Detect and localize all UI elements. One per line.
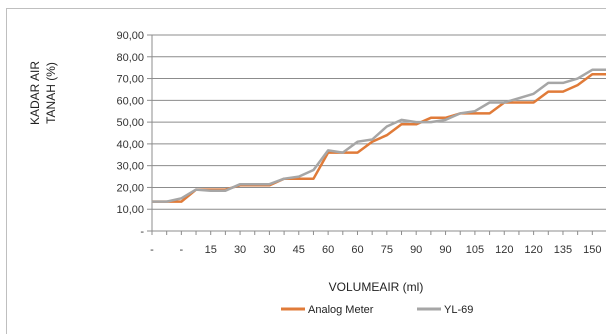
- x-tick-label: 60: [322, 244, 334, 256]
- x-tick-label: 150: [583, 244, 601, 256]
- series-line-analog-meter: [152, 72, 606, 203]
- x-tick-label: 15: [205, 244, 217, 256]
- gridlines: [152, 34, 606, 210]
- y-tick-label: 50,00: [116, 117, 144, 129]
- y-tick-label: 90,00: [116, 30, 144, 42]
- x-tick-label: 135: [554, 244, 572, 256]
- x-tick-label: 60: [351, 244, 363, 256]
- x-tick-label: 90: [439, 244, 451, 256]
- legend-label-yl-69: YL-69: [444, 304, 473, 316]
- y-tick-label: 70,00: [116, 74, 144, 86]
- x-tick-label: -: [150, 244, 154, 256]
- x-tick-label: 120: [524, 244, 542, 256]
- x-tick-label: 90: [410, 244, 422, 256]
- legend-label-analog-meter: Analog Meter: [308, 304, 374, 316]
- y-tick-label: 20,00: [116, 182, 144, 194]
- x-tick-label: 30: [234, 244, 246, 256]
- chart-area: - 10,00 20,00 30,00 40,00 50,00 60,00 70,00 80,0…: [6, 8, 606, 334]
- y-tick-labels: - 10,00 20,00 30,00 40,00 50,00 60,00 70,00 80,0…: [116, 30, 144, 238]
- x-tick-label: 45: [293, 244, 305, 256]
- x-tick-label: 75: [381, 244, 393, 256]
- x-axis-title: VOLUMEAIR (ml): [329, 280, 424, 294]
- line-chart: - 10,00 20,00 30,00 40,00 50,00 60,00 70,00 80,0…: [28, 30, 606, 316]
- y-tick-label: 30,00: [116, 161, 144, 173]
- y-tick-label: 60,00: [116, 95, 144, 107]
- x-tick-labels: - - 15 30 30 45 60 60 75 90 90 105 120 120 135 150: [150, 244, 601, 256]
- legend: Analog Meter YL-69: [281, 304, 473, 316]
- x-tick-label: 105: [466, 244, 484, 256]
- axes: [147, 34, 606, 235]
- y-tick-label: 10,00: [116, 204, 144, 216]
- y-tick-label: -: [140, 226, 144, 238]
- y-axis-title-line1: KADAR AIR: [28, 61, 42, 125]
- x-tick-label: 30: [263, 244, 275, 256]
- y-axis-title-line2: TANAH (%): [44, 62, 58, 124]
- series-lines: [152, 68, 606, 203]
- x-tick-label: 120: [495, 244, 513, 256]
- y-tick-label: 80,00: [116, 52, 144, 64]
- x-tick-label: -: [180, 244, 184, 256]
- series-line-yl-69: [152, 68, 606, 203]
- y-tick-label: 40,00: [116, 139, 144, 151]
